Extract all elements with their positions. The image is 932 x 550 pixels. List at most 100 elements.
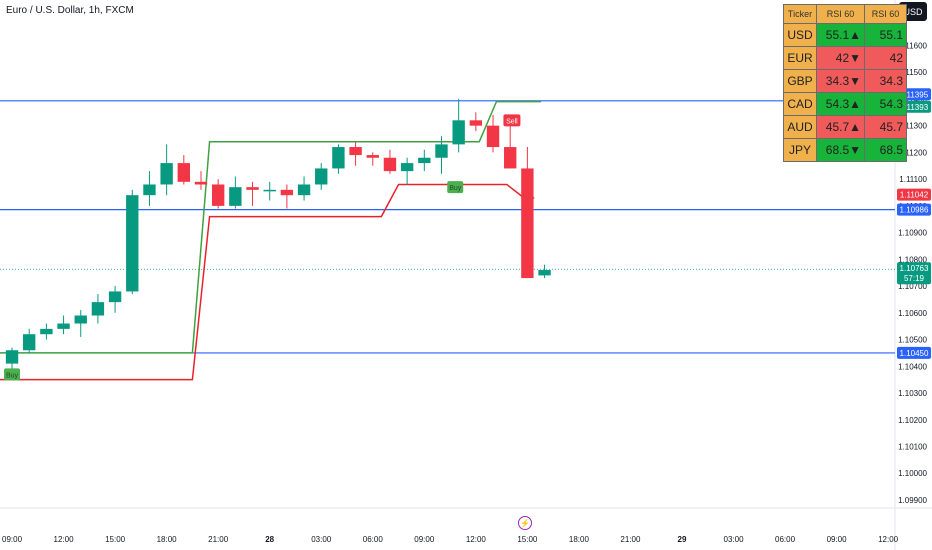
candle [160,163,173,185]
x-tick-label: 12:00 [466,535,487,544]
candle [349,147,362,156]
x-tick-label: 21:00 [208,535,229,544]
y-tick-label: 1.10000 [898,469,927,478]
price-axis-label [897,203,931,216]
y-tick-label: 1.11500 [899,68,928,77]
x-tick-label: 18:00 [569,535,590,544]
candle [126,195,139,292]
x-tick-label: 09:00 [414,535,435,544]
x-tick-label: 18:00 [157,535,178,544]
candle [383,157,397,172]
candle [521,168,534,279]
y-tick-label: 1.10500 [898,336,927,345]
candle [400,163,414,172]
candle [143,184,156,196]
rsi-table-header: Ticker RSI 60 RSI 60 [783,4,907,24]
value-cell: 34.3 [864,69,907,93]
y-tick-label: 1.11300 [899,122,928,131]
header-ticker: Ticker [783,4,817,24]
candle [280,189,294,196]
candle [246,187,259,190]
y-tick-label: 1.10800 [898,255,927,264]
rsi-row: USD 55.1▲ 55.1 [783,23,907,47]
candle [263,189,276,192]
candle [418,157,431,164]
y-tick-label: 1.10100 [898,443,927,452]
candle [332,147,345,169]
signal-label: Buy [6,372,19,379]
value-cell: 42 [864,46,907,70]
y-tick-label: 1.11100 [899,175,927,184]
candle [177,163,190,182]
ticker-cell: AUD [783,115,817,139]
sell-signal [503,114,521,127]
ticker-cell: GBP [783,69,817,93]
candle [74,315,87,324]
candle [108,291,122,303]
x-tick-label: 06:00 [775,535,796,544]
price-axis-label [897,346,931,359]
buy-signal [4,368,21,381]
rsi-table: Ticker RSI 60 RSI 60 USD 55.1▲ 55.1 EUR … [783,4,907,162]
candle [23,334,36,351]
resistance-line [0,100,542,354]
rsi-row: GBP 34.3▼ 34.3 [783,69,907,93]
ticker-cell: CAD [783,92,817,116]
current-price-label [897,262,931,285]
candle [504,147,517,169]
rsi-cell: 34.3▼ [816,69,865,93]
price-axis-label-text: 1.11393 [900,103,929,112]
ticker-cell: EUR [783,46,817,70]
candle [366,155,379,158]
candle [40,328,53,335]
x-tick-label: 12:00 [878,535,899,544]
y-tick-label: 1.10600 [898,309,927,318]
x-tick-label: 15:00 [517,535,538,544]
y-tick-label: 1.11600 [899,41,928,50]
y-tick-label: 1.10700 [898,282,927,291]
header-rsi-2: RSI 60 [864,4,907,24]
x-tick-label: 21:00 [620,535,641,544]
y-tick-label: 1.10900 [898,229,927,238]
x-tick-label: 09:00 [2,535,23,544]
candle [435,144,448,158]
value-cell: 68.5 [864,138,907,162]
buy-signal [447,181,464,194]
candle [486,125,500,148]
price-axis-label-text: 1.10450 [900,349,929,358]
signal-label: Buy [449,185,462,192]
price-axis-label-text: 1.10986 [900,206,929,215]
support-line [0,183,535,381]
value-cell: 45.7 [864,115,907,139]
ticker-cell: JPY [783,138,817,162]
rsi-cell: 68.5▼ [816,138,865,162]
candle [297,184,311,196]
candle [315,168,328,185]
x-tick-label: 15:00 [105,535,126,544]
rsi-row: EUR 42▼ 42 [783,46,907,70]
value-cell: 54.3 [864,92,907,116]
x-tick-label: 03:00 [311,535,332,544]
candle [452,120,465,145]
y-tick-label: 1.11200 [899,148,928,157]
x-tick-label: 06:00 [363,535,384,544]
rsi-cell: 55.1▲ [816,23,865,47]
signal-label: Sell [506,118,518,125]
x-tick-label: 03:00 [724,535,745,544]
price-axis-label-text: 1.11395 [900,90,929,99]
value-cell: 55.1 [864,23,907,47]
price-axis-label [897,188,931,201]
x-tick-label: 09:00 [827,535,848,544]
current-price-text: 1.10763 [900,264,929,273]
price-axis-label-text: 1.11042 [900,191,929,200]
lightning-icon[interactable]: ⚡ [518,516,532,530]
rsi-cell: 54.3▲ [816,92,865,116]
rsi-cell: 42▼ [816,46,865,70]
x-tick-label: 29 [678,535,687,544]
candle [469,120,483,126]
y-tick-label: 1.10200 [898,416,927,425]
candle [538,270,551,276]
y-tick-label: 1.10400 [898,362,927,371]
rsi-cell: 45.7▲ [816,115,865,139]
